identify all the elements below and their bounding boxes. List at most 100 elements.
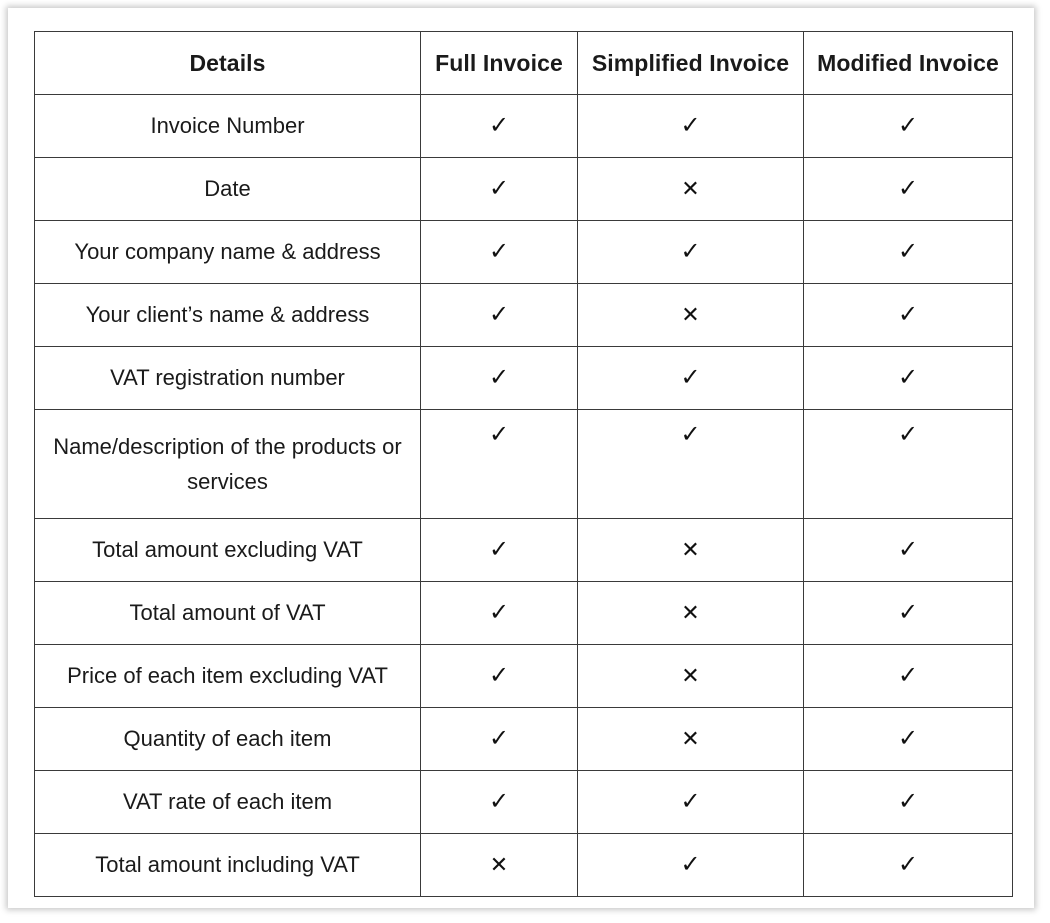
simplified-invoice-cell: ✕ [577,518,804,582]
table-row: Name/description of the products or serv… [34,409,1013,519]
modified-invoice-cell: ✓ [803,346,1013,410]
cross-icon: ✕ [681,303,700,328]
check-icon: ✓ [488,363,510,391]
check-icon: ✓ [680,363,701,391]
modified-invoice-cell: ✓ [803,409,1013,519]
cross-icon: ✕ [681,601,700,626]
check-icon: ✓ [897,535,919,563]
check-icon: ✓ [488,111,510,139]
invoice-comparison-table: Details Full Invoice Simplified Invoice … [34,31,1013,897]
detail-cell: Your client’s name & address [34,283,421,347]
check-icon: ✓ [897,787,919,815]
header-details: Details [34,31,421,95]
simplified-invoice-cell: ✕ [577,283,804,347]
check-icon: ✓ [488,237,510,265]
table-row: VAT rate of each item ✓ ✓ ✓ [34,770,1013,834]
cross-icon: ✕ [681,538,700,563]
detail-cell: VAT rate of each item [34,770,421,834]
full-invoice-cell: ✓ [420,581,578,645]
simplified-invoice-cell: ✕ [577,581,804,645]
simplified-invoice-cell: ✕ [577,157,804,221]
simplified-invoice-cell: ✓ [577,94,804,158]
modified-invoice-cell: ✓ [803,283,1013,347]
table-row: Your company name & address ✓ ✓ ✓ [34,220,1013,284]
modified-invoice-cell: ✓ [803,707,1013,771]
full-invoice-cell: ✓ [420,707,578,771]
cross-icon: ✕ [681,727,700,752]
check-icon: ✓ [897,300,919,328]
check-icon: ✓ [897,111,919,139]
simplified-invoice-cell: ✓ [577,409,804,519]
check-icon: ✓ [897,237,919,265]
check-icon: ✓ [897,420,919,448]
simplified-invoice-cell: ✕ [577,707,804,771]
full-invoice-cell: ✓ [420,346,578,410]
full-invoice-cell: ✓ [420,283,578,347]
header-simplified-invoice: Simplified Invoice [577,31,804,95]
simplified-invoice-cell: ✓ [577,833,804,897]
check-icon: ✓ [897,724,919,752]
detail-cell: Total amount including VAT [34,833,421,897]
detail-cell: Total amount of VAT [34,581,421,645]
detail-cell: Total amount excluding VAT [34,518,421,582]
detail-cell: Your company name & address [34,220,421,284]
table-row: Invoice Number ✓ ✓ ✓ [34,94,1013,158]
full-invoice-cell: ✓ [420,94,578,158]
full-invoice-cell: ✓ [420,409,578,519]
cross-icon: ✕ [681,664,700,689]
table-row: Date ✓ ✕ ✓ [34,157,1013,221]
check-icon: ✓ [488,300,510,328]
cross-icon: ✕ [489,853,509,878]
detail-cell: Quantity of each item [34,707,421,771]
check-icon: ✓ [897,850,919,878]
modified-invoice-cell: ✓ [803,644,1013,708]
modified-invoice-cell: ✓ [803,220,1013,284]
modified-invoice-cell: ✓ [803,833,1013,897]
modified-invoice-cell: ✓ [803,770,1013,834]
detail-cell: VAT registration number [34,346,421,410]
check-icon: ✓ [488,724,510,752]
table-row: Price of each item excluding VAT ✓ ✕ ✓ [34,644,1013,708]
check-icon: ✓ [488,598,510,626]
full-invoice-cell: ✓ [420,770,578,834]
modified-invoice-cell: ✓ [803,94,1013,158]
check-icon: ✓ [680,237,701,265]
full-invoice-cell: ✓ [420,157,578,221]
check-icon: ✓ [680,787,701,815]
header-full-invoice: Full Invoice [420,31,578,95]
full-invoice-cell: ✓ [420,518,578,582]
modified-invoice-cell: ✓ [803,581,1013,645]
check-icon: ✓ [488,420,510,448]
table-row: Total amount excluding VAT ✓ ✕ ✓ [34,518,1013,582]
check-icon: ✓ [897,598,919,626]
table-row: VAT registration number ✓ ✓ ✓ [34,346,1013,410]
detail-cell: Invoice Number [34,94,421,158]
simplified-invoice-cell: ✕ [577,644,804,708]
check-icon: ✓ [488,174,510,202]
detail-cell: Price of each item excluding VAT [34,644,421,708]
check-icon: ✓ [897,174,919,202]
check-icon: ✓ [897,661,919,689]
cross-icon: ✕ [681,177,700,202]
check-icon: ✓ [680,420,701,448]
table-row: Quantity of each item ✓ ✕ ✓ [34,707,1013,771]
table-row: Your client’s name & address ✓ ✕ ✓ [34,283,1013,347]
check-icon: ✓ [680,111,701,139]
check-icon: ✓ [488,535,510,563]
simplified-invoice-cell: ✓ [577,220,804,284]
simplified-invoice-cell: ✓ [577,346,804,410]
check-icon: ✓ [488,661,510,689]
header-modified-invoice: Modified Invoice [803,31,1013,95]
check-icon: ✓ [488,787,510,815]
modified-invoice-cell: ✓ [803,157,1013,221]
full-invoice-cell: ✓ [420,220,578,284]
modified-invoice-cell: ✓ [803,518,1013,582]
check-icon: ✓ [680,850,701,878]
detail-cell: Name/description of the products or serv… [34,409,421,519]
table-header-row: Details Full Invoice Simplified Invoice … [34,31,1013,95]
full-invoice-cell: ✓ [420,644,578,708]
simplified-invoice-cell: ✓ [577,770,804,834]
table-row: Total amount including VAT ✕ ✓ ✓ [34,833,1013,897]
full-invoice-cell: ✕ [420,833,578,897]
check-icon: ✓ [897,363,919,391]
